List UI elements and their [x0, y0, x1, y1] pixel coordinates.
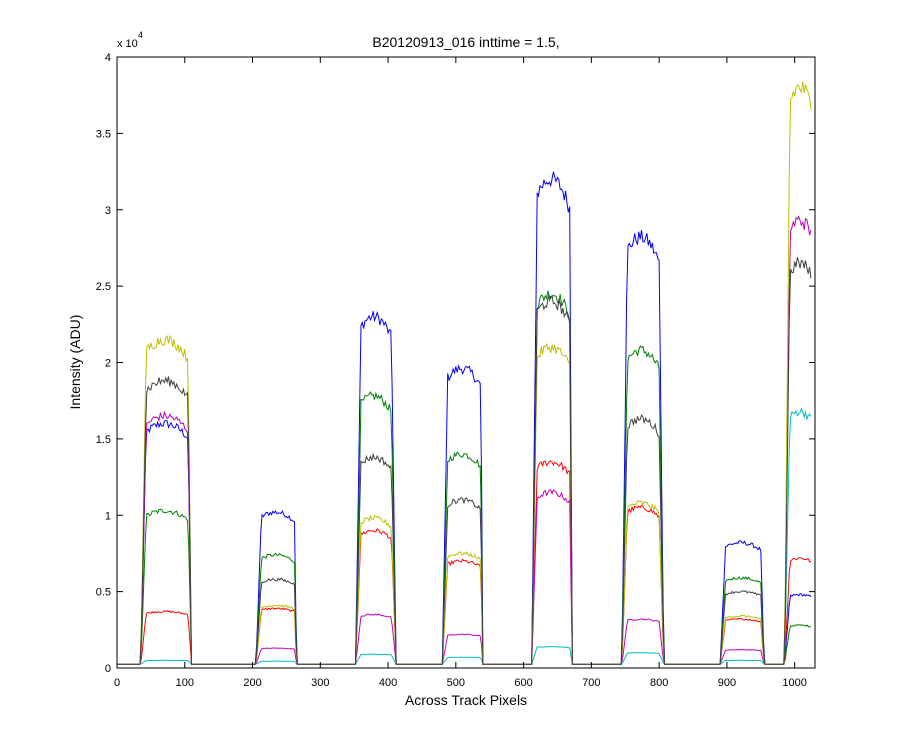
series-line-6 [117, 81, 812, 665]
series-layer [117, 81, 812, 665]
x-tick-label: 900 [718, 677, 736, 689]
series-line-3 [117, 460, 812, 665]
y-tick-label: 4 [105, 52, 111, 64]
y-tick-label: 2 [105, 358, 111, 370]
y-tick-label: 0.5 [96, 587, 111, 599]
x-tick-label: 600 [514, 677, 532, 689]
x-tick-label: 300 [311, 677, 329, 689]
x-tick-label: 200 [243, 677, 261, 689]
axes-frame [116, 56, 816, 669]
y-axis: 0 0.5 1 1.5 2 2.5 3 3.5 4 [96, 52, 815, 675]
x-axis: 0 100 200 300 400 500 600 700 800 900 1000 [114, 57, 807, 689]
series-line-2 [117, 290, 812, 665]
x-axis-label: Across Track Pixels [405, 692, 527, 708]
y-exponent-power: 4 [138, 30, 143, 40]
y-axis-label: Intensity (ADU) [67, 315, 83, 410]
y-tick-label: 2.5 [96, 281, 111, 293]
x-tick-label: 100 [176, 677, 194, 689]
y-exponent-label: x 10 [117, 38, 138, 50]
x-tick-label: 0 [114, 677, 120, 689]
chart-title: B20120913_016 inttime = 1.5, [372, 34, 559, 50]
y-tick-label: 0 [105, 663, 111, 675]
x-tick-label: 1000 [782, 677, 806, 689]
x-tick-label: 800 [650, 677, 668, 689]
x-tick-label: 700 [582, 677, 600, 689]
y-tick-label: 3.5 [96, 128, 111, 140]
series-line-4 [117, 407, 812, 665]
series-line-7 [117, 257, 812, 665]
y-tick-label: 1 [105, 510, 111, 522]
y-tick-label: 1.5 [96, 434, 111, 446]
x-tick-label: 400 [379, 677, 397, 689]
y-tick-label: 3 [105, 205, 111, 217]
series-line-1 [117, 171, 812, 665]
x-tick-label: 500 [447, 677, 465, 689]
series-line-5 [117, 215, 812, 665]
